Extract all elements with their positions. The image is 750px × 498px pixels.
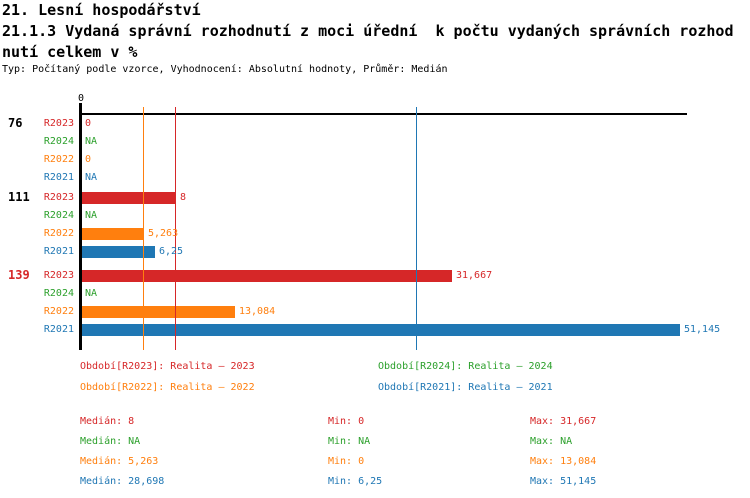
legend-item-r2023: Období[R2023]: Realita – 2023 (80, 361, 255, 372)
series-label-r2024: R2024 (43, 210, 74, 221)
value-label-r2021: 51,145 (684, 324, 721, 335)
stat-max-r2024: Max: NA (530, 436, 573, 447)
axis-tick-label-zero: 0 (77, 93, 85, 104)
series-label-r2022: R2022 (43, 154, 74, 165)
value-label-r2023: 0 (85, 118, 92, 129)
stat-min-r2023: Min: 0 (328, 416, 365, 427)
stat-min-r2024: Min: NA (328, 436, 371, 447)
median-line-r2021 (416, 107, 417, 350)
x-axis-line (79, 113, 687, 115)
series-label-r2021: R2021 (43, 246, 74, 257)
series-label-r2022: R2022 (43, 228, 74, 239)
series-label-r2021: R2021 (43, 172, 74, 183)
value-label-r2022: 13,084 (239, 306, 276, 317)
value-label-r2022: 0 (85, 154, 92, 165)
series-label-r2022: R2022 (43, 306, 74, 317)
legend-item-r2022: Období[R2022]: Realita – 2022 (80, 382, 255, 393)
series-label-r2021: R2021 (43, 324, 74, 335)
value-label-r2024: NA (85, 210, 98, 221)
series-label-r2024: R2024 (43, 136, 74, 147)
y-axis-line (79, 103, 82, 350)
stat-median-r2024: Medián: NA (80, 436, 141, 447)
page-title-line-3: nutí celkem v % (2, 43, 138, 61)
stat-max-r2023: Max: 31,667 (530, 416, 597, 427)
value-label-r2024: NA (85, 136, 98, 147)
stat-min-r2022: Min: 0 (328, 456, 365, 467)
median-line-r2022 (143, 107, 144, 350)
stat-median-r2021: Medián: 28,698 (80, 476, 165, 487)
stat-max-r2021: Max: 51,145 (530, 476, 597, 487)
stat-median-r2022: Medián: 5,263 (80, 456, 159, 467)
stat-max-r2022: Max: 13,084 (530, 456, 597, 467)
series-label-r2023: R2023 (43, 270, 74, 281)
stat-median-r2023: Medián: 8 (80, 416, 135, 427)
group-label: 111 (8, 190, 30, 204)
page-title-line-2: 21.1.3 Vydaná správní rozhodnutí z moci … (2, 22, 734, 40)
series-label-r2023: R2023 (43, 118, 74, 129)
page-title-line-1: 21. Lesní hospodářství (2, 1, 201, 19)
legend-item-r2021: Období[R2021]: Realita – 2021 (378, 382, 553, 393)
bar-r2023 (82, 192, 176, 204)
value-label-r2021: 6,25 (159, 246, 184, 257)
value-label-r2022: 5,263 (148, 228, 179, 239)
legend-item-r2024: Období[R2024]: Realita – 2024 (378, 361, 553, 372)
bar-r2022 (82, 306, 235, 318)
series-label-r2023: R2023 (43, 192, 74, 203)
bar-r2021 (82, 324, 680, 336)
value-label-r2021: NA (85, 172, 98, 183)
bar-r2022 (82, 228, 144, 240)
value-label-r2023: 8 (180, 192, 187, 203)
bar-r2021 (82, 246, 155, 258)
series-label-r2024: R2024 (43, 288, 74, 299)
value-label-r2023: 31,667 (456, 270, 493, 281)
bar-r2023 (82, 270, 452, 282)
stat-min-r2021: Min: 6,25 (328, 476, 383, 487)
median-line-r2023 (175, 107, 176, 350)
chart-meta: Typ: Počítaný podle vzorce, Vyhodnocení:… (2, 64, 448, 75)
group-label: 139 (8, 268, 30, 282)
group-label: 76 (8, 116, 23, 130)
value-label-r2024: NA (85, 288, 98, 299)
